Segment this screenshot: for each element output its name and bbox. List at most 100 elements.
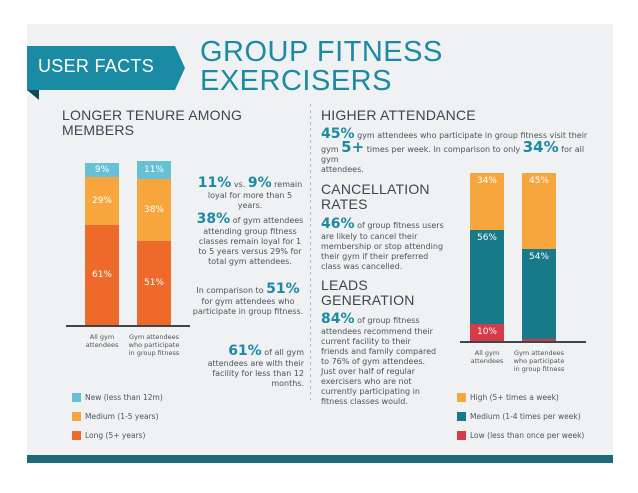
x-axis-label-line: who participate: [513, 357, 565, 365]
att-45-value: 45%: [321, 126, 355, 142]
stat-38-line: to 5 years versus 29% for: [198, 247, 302, 256]
legend-swatch: [72, 412, 81, 421]
x-axis-label-line: in group fitness: [128, 349, 180, 357]
legend-item: Low (less than once per week): [457, 431, 584, 440]
stat-11-value: 11%: [197, 175, 232, 191]
stat-38-line: classes remain loyal for 1: [198, 237, 302, 246]
att-34-value: 34%: [522, 138, 559, 156]
cancel-46-value: 46%: [321, 216, 355, 232]
leads-84-value: 84%: [321, 311, 355, 327]
stat-9-value: 9%: [247, 175, 272, 191]
bar-segment-medium-1-5-years--1: 29%: [85, 177, 119, 225]
bar-segment-medium-1-4-times-per-week--2: 54%: [522, 248, 556, 340]
infographic-card: [27, 24, 613, 461]
leads-title-line-2: GENERATION: [321, 292, 415, 308]
banner-label: USER FACTS: [38, 56, 155, 76]
stat-38-text: of gym attendees: [232, 216, 304, 225]
stat-61-line: months.: [271, 379, 304, 388]
footer-bar: [27, 455, 613, 463]
stat-38-line: attending group fitness: [203, 227, 297, 236]
cancellation-title-line-2: RATES: [321, 196, 368, 212]
stat-vs-text: vs.: [233, 180, 246, 189]
legend-item: New (less than 12m): [72, 393, 163, 402]
leads-line: to 76% of gym attendees.: [321, 357, 426, 366]
bar-segment-new-less-than-12m--1: 9%: [85, 162, 119, 178]
legend-swatch: [72, 393, 81, 402]
att-end-text: for all gym: [321, 145, 585, 164]
bar-segment-medium-1-5-years--2: 38%: [137, 179, 171, 242]
title-line-2: EXERCISERS: [200, 65, 392, 97]
page-title: GROUP FITNESS EXERCISERS: [200, 38, 443, 96]
att-line-3: attendees.: [321, 165, 364, 174]
legend-item: Long (5+ years): [72, 431, 145, 440]
x-axis-category-label: Gym attendees who participate in group fit…: [122, 333, 186, 357]
bar-value-label: 61%: [91, 269, 112, 280]
stat-61-line: attendees are with their: [207, 359, 304, 368]
bar-segment-medium-1-4-times-per-week--1: 56%: [470, 230, 504, 325]
stat-61-line: facility for less than 12: [212, 369, 304, 378]
bar-segment-low-less-than-once-per-week--1: 10%: [470, 324, 504, 341]
legend-item: Medium (1-5 years): [72, 412, 159, 421]
stat-38-line: total gym attendees.: [208, 257, 292, 266]
bar-segment-low-less-than-once-per-week--2: 1%: [522, 339, 556, 352]
leads-line: Just over half of regular: [321, 367, 416, 376]
banner-fold: [27, 90, 39, 100]
x-axis-label-line: All gym: [474, 349, 500, 357]
legend-label: New (less than 12m): [85, 393, 163, 402]
legend-swatch: [457, 393, 466, 402]
legend-label: Long (5+ years): [85, 431, 146, 440]
stat-61-value: 61%: [228, 343, 262, 359]
cancel-line: are likely to cancel their: [321, 232, 418, 241]
att-mid-text: times per week. In comparison to only: [366, 145, 521, 154]
stat-61-text: of all gym: [264, 348, 304, 357]
x-axis-label-line: Gym attendees: [129, 333, 179, 341]
bar-segment-new-less-than-12m--2: 11%: [137, 161, 171, 180]
leads-line: fitness classes would.: [321, 397, 408, 406]
legend-label: High (5+ times a week): [470, 393, 559, 402]
att-line-1: gym attendees who participate in group f…: [357, 131, 588, 140]
section-divider: [310, 104, 311, 400]
cancellation-paragraph: 46% of group fitness users are likely to…: [321, 217, 461, 272]
bar-value-label: 11%: [143, 165, 164, 176]
x-axis-label-line: who participate: [128, 341, 180, 349]
stat-38: 38% of gym attendees attending group fit…: [196, 212, 304, 267]
stat-11-vs-9: 11% vs. 9% remain loyal for more than 5 …: [196, 176, 304, 211]
legend-item: High (5+ times a week): [457, 393, 559, 402]
bar-segment-high-5-times-a-week--2: 45%: [522, 173, 556, 249]
att-gym-text: gym: [321, 145, 339, 154]
tenure-section-title: LONGER TENURE AMONG MEMBERS: [62, 108, 242, 138]
x-axis-category-label: All gym attendees: [455, 349, 519, 365]
x-axis-category-label: Gym attendees who participate in group fit…: [507, 349, 571, 373]
cancellation-title-line-1: CANCELLATION: [321, 181, 430, 197]
legend-swatch: [457, 412, 466, 421]
legend-label: Low (less than once per week): [470, 431, 585, 440]
leads-title-line-1: LEADS: [321, 277, 368, 293]
leads-line: attendees recommend their: [321, 327, 433, 336]
user-facts-banner: [27, 46, 185, 90]
bar-value-label: 54%: [528, 251, 549, 262]
x-axis-label-line: attendees: [470, 357, 504, 365]
cancellation-title: CANCELLATION RATES: [321, 182, 430, 212]
legend-label: Medium (1-4 times per week): [470, 412, 581, 421]
stat-remain-text: remain: [274, 180, 303, 189]
stat-51-line: for gym attendees who: [201, 297, 295, 306]
stat-loyal-text: loyal for more than 5 years.: [207, 191, 293, 210]
x-axis-category-label: All gym attendees: [70, 333, 134, 349]
attendance-section-title: HIGHER ATTENDANCE: [321, 107, 476, 123]
leads-title: LEADS GENERATION: [321, 278, 415, 308]
legend-swatch: [72, 431, 81, 440]
cancel-line: their gym if their preferred: [321, 252, 429, 261]
bar-value-label: 29%: [91, 196, 112, 207]
chart-baseline: [66, 325, 190, 327]
cancel-text: of group fitness users: [357, 221, 444, 230]
attendance-paragraph: 45% gym attendees who participate in gro…: [321, 127, 603, 175]
title-line-1: GROUP FITNESS: [200, 36, 443, 68]
legend-item: Medium (1-4 times per week): [457, 412, 581, 421]
stat-51-value: 51%: [266, 281, 300, 297]
bar-value-label: 1%: [531, 342, 547, 353]
tenure-title-line-1: LONGER TENURE AMONG: [62, 107, 243, 123]
leads-paragraph: 84% of group fitness attendees recommend…: [321, 312, 461, 407]
leads-line: exercisers who are not: [321, 377, 412, 386]
bar-segment-long-5-years--1: 61%: [85, 224, 119, 325]
tenure-title-line-2: MEMBERS: [62, 122, 135, 138]
